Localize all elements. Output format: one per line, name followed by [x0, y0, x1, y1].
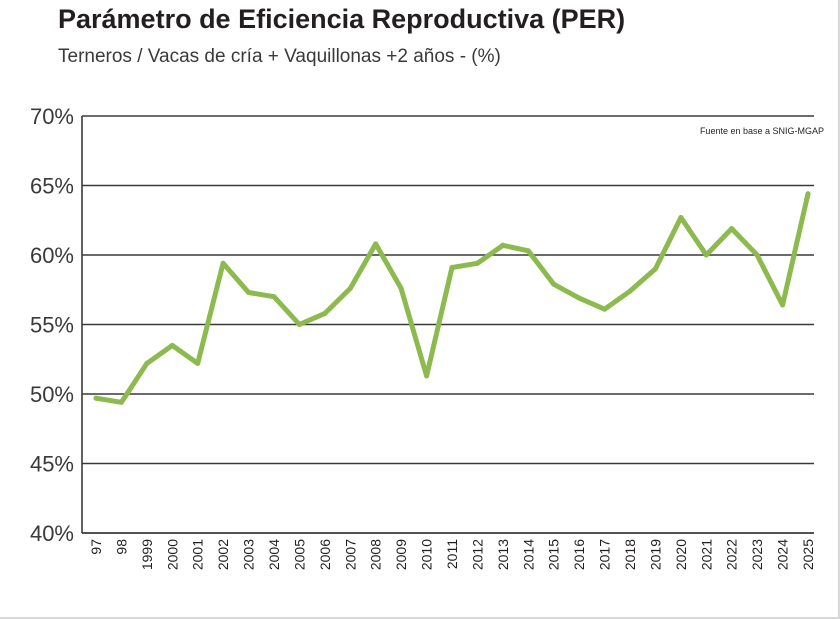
x-tick-label: 2019 [647, 539, 663, 570]
data-point [678, 215, 684, 220]
data-point [805, 191, 811, 197]
y-tick-label: 60% [30, 243, 74, 268]
x-tick-label: 2002 [215, 539, 231, 570]
series-line [93, 191, 811, 405]
data-point [220, 260, 226, 266]
data-point [500, 242, 506, 248]
grid-layer [82, 115, 814, 534]
data-point [169, 342, 175, 348]
data-point [729, 226, 735, 232]
data-point [551, 281, 557, 287]
series-layer [93, 191, 811, 405]
data-point [322, 310, 328, 316]
chart-title: Parámetro de Eficiencia Reproductiva (PE… [58, 4, 626, 34]
y-tick-label: 65% [30, 174, 74, 199]
data-point [474, 260, 480, 266]
chart-subtitle: Terneros / Vacas de cría + Vaquillonas +… [58, 46, 501, 67]
data-point [373, 241, 379, 247]
x-tick-label: 2017 [597, 539, 613, 570]
data-point [449, 265, 455, 270]
x-tick-label: 2022 [724, 539, 740, 570]
data-point [525, 248, 531, 254]
y-tick-label: 45% [30, 452, 74, 477]
data-point [780, 302, 786, 308]
x-tick-label: 2011 [444, 539, 460, 569]
data-point [576, 295, 582, 301]
data-point [347, 285, 353, 291]
data-point [271, 294, 277, 300]
x-tick-label: 2024 [775, 539, 791, 570]
x-tick-label: 2006 [317, 539, 333, 570]
x-tick-label: 2009 [393, 539, 409, 570]
data-point [424, 373, 430, 379]
y-tick-labels: 70% 65% 60% 55% 50% 45% 40% [30, 104, 74, 546]
data-point [296, 322, 302, 327]
data-point [703, 252, 709, 258]
y-tick-label: 55% [30, 313, 74, 338]
x-tick-label: 2001 [190, 539, 206, 570]
data-point [398, 285, 404, 291]
data-point [754, 252, 760, 258]
x-tick-label: 2010 [419, 539, 435, 570]
x-tick-label: 2007 [342, 539, 358, 570]
data-point [195, 360, 201, 366]
y-tick-label: 50% [30, 382, 74, 407]
source-note: Fuente en base a SNIG-MGAP [700, 126, 824, 136]
x-tick-label: 2003 [241, 539, 257, 570]
x-tick-label: 2021 [698, 539, 714, 570]
x-tick-label: 2023 [749, 539, 765, 570]
data-point [118, 399, 124, 405]
data-point [93, 395, 99, 401]
x-tick-label: 2018 [622, 539, 638, 570]
data-point [627, 288, 633, 294]
data-point [246, 290, 252, 295]
data-point [144, 360, 150, 366]
x-tick-label: 2005 [291, 539, 307, 570]
x-tick-label: 98 [113, 539, 129, 555]
x-tick-label: 2008 [368, 539, 384, 570]
data-point [602, 306, 608, 312]
x-tick-label: 97 [88, 539, 104, 555]
x-tick-label: 2020 [673, 539, 689, 570]
x-tick-label: 2004 [266, 539, 282, 570]
x-tick-label: 2015 [546, 539, 562, 570]
x-tick-label: 2000 [164, 539, 180, 570]
y-tick-label: 40% [30, 521, 74, 546]
y-tick-label: 70% [30, 104, 74, 129]
data-point [652, 266, 658, 272]
x-tick-label: 2013 [495, 539, 511, 570]
x-tick-label: 2012 [469, 539, 485, 570]
x-tick-label: 2014 [520, 539, 536, 570]
x-tick-label: 2025 [800, 539, 816, 570]
x-tick-label: 2016 [571, 539, 587, 570]
x-tick-label: 1999 [139, 539, 155, 570]
x-tick-labels: 97 98 1999 2000 2001 2002 2003 2004 2005 2006 2007… [88, 539, 816, 570]
